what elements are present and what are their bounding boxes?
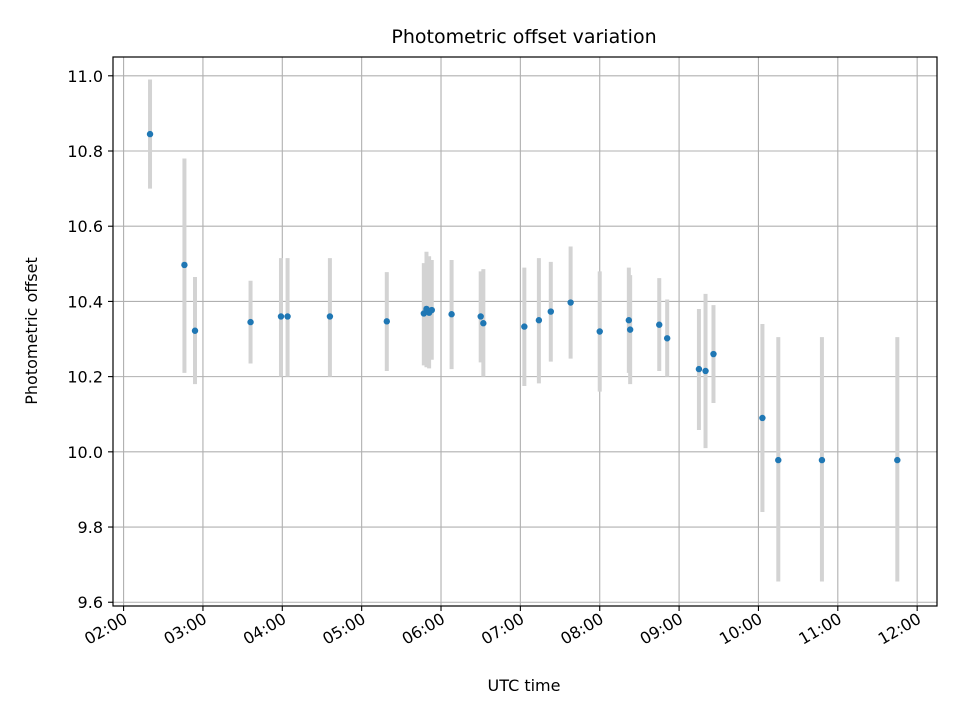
data-point	[477, 313, 484, 320]
y-axis-title: Photometric offset	[22, 257, 41, 405]
x-tick-label: 08:00	[557, 609, 606, 649]
x-tick-label: 04:00	[240, 609, 289, 649]
data-point	[567, 299, 574, 306]
error-bars	[148, 79, 900, 582]
grid	[113, 57, 937, 606]
data-point	[596, 328, 603, 335]
y-tick-label: 10.6	[67, 217, 103, 236]
x-tick-label: 10:00	[716, 609, 765, 649]
data-point	[191, 327, 199, 334]
data-point	[625, 317, 633, 324]
data-point	[247, 318, 254, 326]
data-point	[535, 317, 543, 324]
x-tick-label: 03:00	[161, 609, 210, 649]
data-point	[759, 414, 766, 422]
data-point	[448, 311, 455, 318]
x-tick-label: 06:00	[399, 609, 448, 649]
data-point	[663, 335, 671, 342]
x-axis-title: UTC time	[488, 676, 561, 695]
data-point	[284, 313, 291, 320]
y-tick-label: 10.0	[67, 443, 103, 462]
data-point	[428, 306, 435, 314]
data-point	[521, 323, 528, 330]
data-point	[702, 367, 709, 375]
data-point	[547, 308, 554, 315]
data-point	[277, 313, 285, 320]
data-points	[146, 130, 901, 464]
data-point	[894, 456, 901, 464]
x-tick-label: 07:00	[478, 609, 527, 649]
data-point	[480, 320, 487, 327]
data-point	[695, 365, 703, 373]
y-tick-label: 10.4	[67, 292, 103, 311]
data-point	[181, 261, 188, 269]
y-tick-label: 11.0	[67, 67, 103, 86]
y-tick-label: 10.2	[67, 368, 103, 387]
data-point	[656, 321, 663, 328]
y-tick-label: 10.8	[67, 142, 103, 161]
y-tick-label: 9.6	[78, 593, 103, 612]
x-tick-label: 05:00	[319, 609, 368, 649]
x-tick-label: 11:00	[795, 609, 844, 649]
x-tick-label: 09:00	[637, 609, 686, 649]
data-point	[326, 313, 334, 320]
y-axis-ticks: 9.6 9.8 10.0 10.2 10.4 10.6 10.8 11.0	[67, 67, 113, 612]
y-tick-label: 9.8	[78, 518, 103, 537]
data-point	[626, 326, 634, 333]
x-axis-ticks: 02:00 03:00 04:00 05:00 06:00 07:00 08:00 09:00…	[81, 606, 924, 649]
x-tick-label: 12:00	[875, 609, 924, 649]
plot-frame	[112, 56, 938, 607]
data-point	[710, 350, 717, 358]
data-point	[775, 456, 782, 464]
x-tick-label: 02:00	[81, 609, 130, 649]
data-point	[383, 318, 390, 325]
data-point	[818, 456, 826, 464]
data-point	[146, 130, 154, 138]
chart-title: Photometric offset variation	[391, 26, 656, 48]
